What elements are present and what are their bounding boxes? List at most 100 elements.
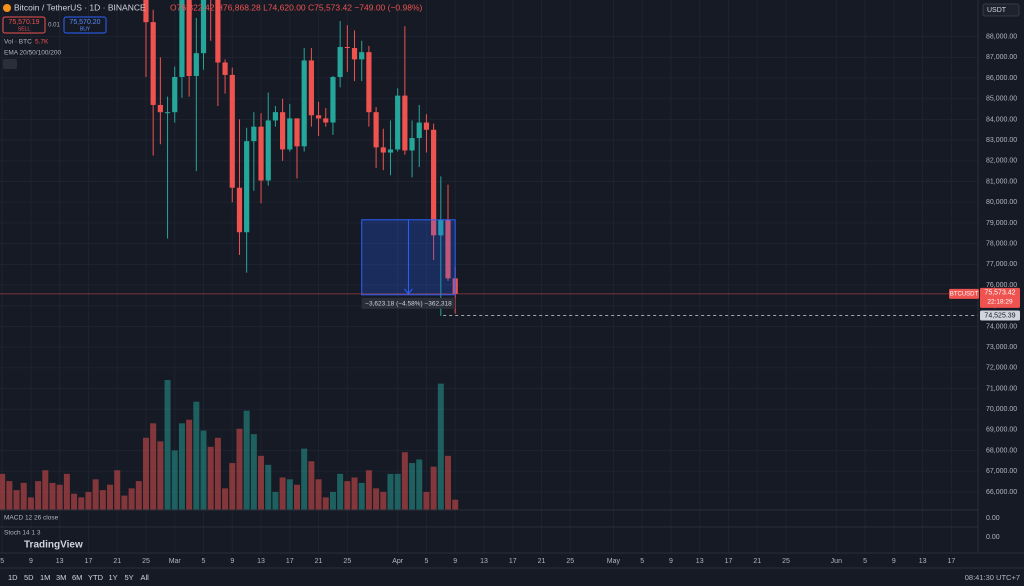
stoch-title: Stoch 14 1 3: [4, 530, 41, 537]
volume-bar: [315, 479, 322, 510]
candle-body: [179, 0, 185, 77]
volume-bar: [394, 473, 401, 510]
volume-bar: [365, 470, 372, 510]
measure-label: −3,623.18 (−4.58%) −362,318: [365, 301, 452, 308]
currency-button[interactable]: [982, 3, 1020, 17]
collapse-button[interactable]: [3, 59, 17, 69]
y-tick-label: 69,000.00: [986, 427, 1017, 434]
volume-bar: [135, 481, 142, 510]
y-tick-label: 66,000.00: [986, 489, 1017, 496]
x-tick-label: 21: [753, 558, 761, 565]
candle-body: [337, 46, 343, 77]
volume-bar: [416, 459, 423, 510]
volume-bar: [178, 423, 185, 510]
volume-bar: [20, 482, 27, 510]
volume-bar: [445, 455, 452, 510]
candle-body: [395, 95, 401, 150]
x-tick-label: Apr: [392, 558, 404, 565]
volume-bar: [99, 490, 106, 510]
candle-body: [359, 52, 365, 60]
volume-bar: [164, 380, 171, 510]
range-button[interactable]: 1Y: [109, 573, 118, 582]
price-tag-label: 75,573.42: [984, 290, 1015, 297]
volume-bar: [337, 473, 344, 510]
x-tick-label: May: [607, 558, 621, 565]
volume-bar: [6, 481, 13, 510]
range-button[interactable]: 5Y: [125, 573, 134, 582]
y-tick-label: 73,000.00: [986, 344, 1017, 351]
y-tick-label: 86,000.00: [986, 75, 1017, 82]
volume-bar: [186, 419, 193, 510]
range-button[interactable]: 1M: [40, 573, 50, 582]
x-tick-label: 17: [85, 558, 93, 565]
y-tick-label: 78,000.00: [986, 240, 1017, 247]
candle-body: [265, 120, 271, 181]
x-tick-label: 25: [566, 558, 574, 565]
volume-bar: [258, 455, 265, 510]
volume-bar: [301, 448, 308, 510]
y-tick-label: 85,000.00: [986, 96, 1017, 103]
ema-title: EMA 20/50/100/200: [4, 50, 61, 57]
volume-bar: [107, 484, 114, 510]
volume-bar: [157, 441, 164, 510]
x-tick-label: 25: [343, 558, 351, 565]
y-tick-label: 81,000.00: [986, 178, 1017, 185]
candle-body: [431, 129, 437, 236]
x-tick-label: Jun: [831, 558, 842, 565]
x-tick-label: 13: [257, 558, 265, 565]
y-tick-label: 83,000.00: [986, 137, 1017, 144]
x-tick-label: 17: [509, 558, 517, 565]
range-button[interactable]: 6M: [72, 573, 82, 582]
measure-label-box: [361, 297, 456, 309]
candle-body: [222, 62, 228, 75]
candle-body: [244, 141, 250, 233]
x-tick-label: 5: [0, 558, 4, 565]
volume-bar: [265, 464, 272, 510]
candle-body: [229, 74, 235, 188]
x-tick-label: 13: [919, 558, 927, 565]
candle-body: [150, 22, 156, 105]
x-tick-label: 9: [892, 558, 896, 565]
range-button[interactable]: 1D: [8, 573, 18, 582]
range-button[interactable]: YTD: [88, 573, 104, 582]
volume-bar: [193, 401, 200, 510]
volume-bar: [293, 484, 300, 510]
volume-bar: [71, 493, 78, 510]
volume-bar: [286, 479, 293, 510]
candle-body: [258, 126, 264, 181]
x-tick-label: 21: [538, 558, 546, 565]
range-button[interactable]: 3M: [56, 573, 66, 582]
sell-price: 75,570.19: [8, 19, 39, 26]
buy-button[interactable]: [63, 16, 107, 34]
volume-bar: [207, 446, 214, 510]
candle-body: [423, 122, 430, 130]
candle-body: [402, 95, 408, 151]
macd-value: 0.00: [986, 515, 1000, 522]
volume-bar: [85, 491, 92, 510]
candle-body: [380, 147, 386, 153]
volume-bar: [358, 482, 365, 510]
sell-button[interactable]: [2, 16, 46, 34]
volume-bar: [344, 481, 351, 510]
candle-body: [280, 112, 286, 150]
x-tick-label: 13: [480, 558, 488, 565]
volume-bar: [373, 488, 380, 510]
volume-bar: [452, 499, 459, 510]
symbol-tag: [949, 288, 979, 299]
candle-body: [287, 118, 293, 150]
volume-value: 5.7K: [35, 39, 49, 46]
range-button[interactable]: All: [141, 573, 150, 582]
macd-title: MACD 12 26 close: [4, 515, 59, 522]
y-tick-label: 87,000.00: [986, 54, 1017, 61]
y-tick-label: 76,000.00: [986, 282, 1017, 289]
candle-body: [409, 138, 415, 151]
candle-body: [272, 112, 279, 121]
range-button[interactable]: 5D: [24, 573, 34, 582]
candle-body: [344, 46, 350, 49]
volume-bar: [35, 481, 42, 510]
volume-bar: [236, 428, 243, 510]
x-tick-label: 5: [202, 558, 206, 565]
volume-bar: [128, 488, 135, 510]
